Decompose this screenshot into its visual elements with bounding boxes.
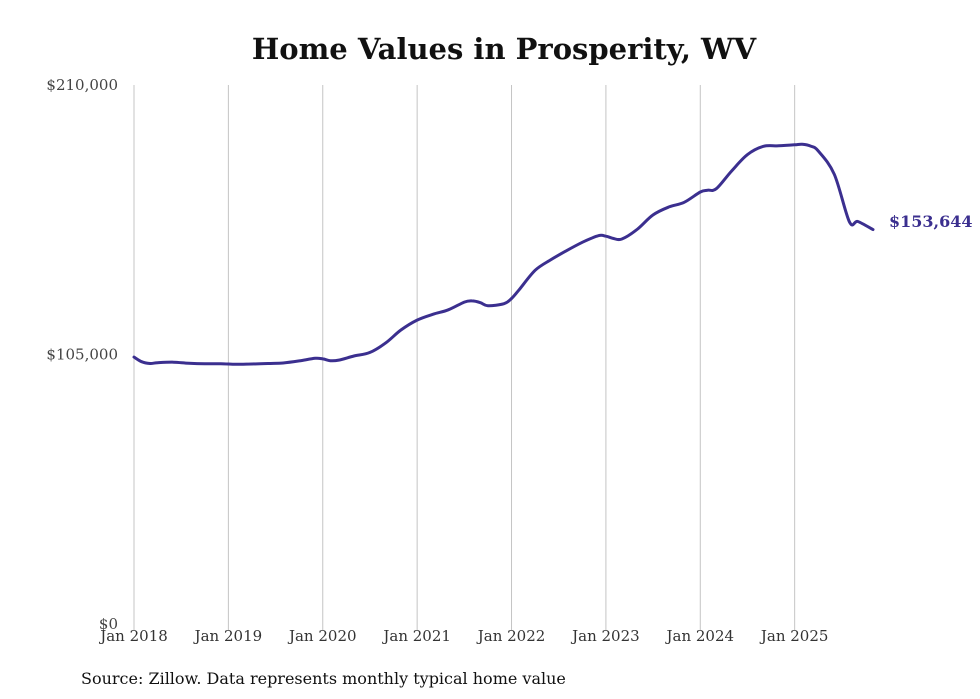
x-tick-label: Jan 2019 — [193, 627, 263, 645]
series-layer — [132, 142, 875, 366]
y-tick-label: $105,000 — [46, 346, 118, 364]
x-tick-label: Jan 2024 — [665, 627, 735, 645]
y-tick-label: $210,000 — [46, 76, 118, 94]
x-tick-label: Jan 2018 — [98, 627, 168, 645]
y-axis-ticks: $0 $105,000 $210,000 — [46, 76, 118, 633]
x-tick-label: Jan 2022 — [476, 627, 546, 645]
x-tick-label: Jan 2021 — [381, 627, 451, 645]
gridlines — [133, 85, 796, 630]
chart-title: Home Values in Prosperity, WV — [252, 32, 757, 66]
end-value-label: $153,644 — [889, 212, 973, 231]
x-tick-label: Jan 2023 — [570, 627, 640, 645]
x-tick-label: Jan 2020 — [287, 627, 357, 645]
source-note: Source: Zillow. Data represents monthly … — [81, 669, 566, 688]
y-tick-label: $0 — [99, 615, 118, 633]
series-line-0 — [132, 142, 875, 366]
x-tick-label: Jan 2025 — [759, 627, 829, 645]
x-axis-ticks: Jan 2018 Jan 2019 Jan 2020 Jan 2021 Jan 2022… — [98, 627, 828, 645]
